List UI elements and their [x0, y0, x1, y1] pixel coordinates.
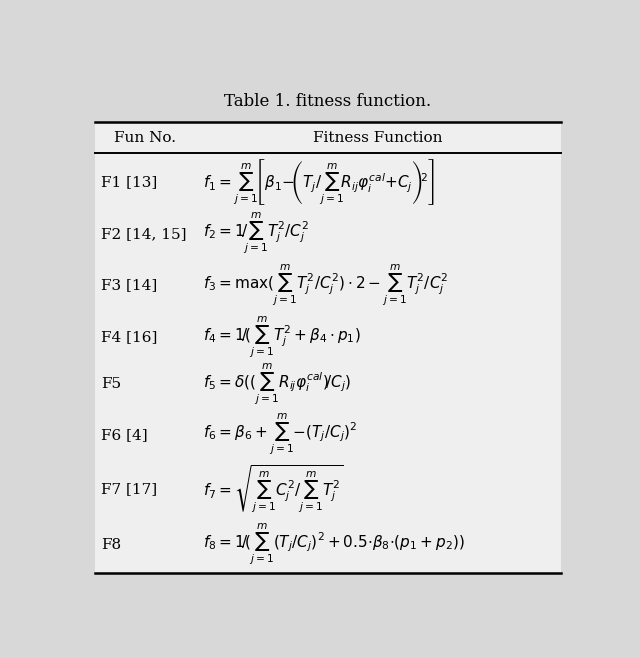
Text: F4 [16]: F4 [16] [101, 330, 157, 344]
Text: F3 [14]: F3 [14] [101, 278, 157, 292]
Text: F2 [14, 15]: F2 [14, 15] [101, 226, 186, 241]
Text: $f_2=1\!/\!\sum_{j=1}^{m}T_j^2/C_j^2$: $f_2=1\!/\!\sum_{j=1}^{m}T_j^2/C_j^2$ [203, 211, 309, 257]
Text: Table 1. fitness function.: Table 1. fitness function. [225, 93, 431, 111]
Text: Fun No.: Fun No. [114, 131, 176, 145]
Text: $f_6{=}\beta_6+\sum_{j=1}^{m}{-}(T_j/C_j)^2$: $f_6{=}\beta_6+\sum_{j=1}^{m}{-}(T_j/C_j… [203, 412, 357, 457]
Text: F1 [13]: F1 [13] [101, 175, 157, 189]
Text: $f_7=\sqrt{\sum_{j=1}^{m}C_j^2/\sum_{j=1}^{m}T_j^2}$: $f_7=\sqrt{\sum_{j=1}^{m}C_j^2/\sum_{j=1… [203, 463, 344, 515]
Text: $f_5=\delta((\sum_{j=1}^{m}R_{ij}\varphi_i^{cal})\!/C_j)$: $f_5=\delta((\sum_{j=1}^{m}R_{ij}\varphi… [203, 361, 351, 407]
Text: F8: F8 [101, 538, 121, 551]
Text: $f_3=\mathrm{max}(\sum_{j=1}^{m}T_j^2/C_j^2)\cdot 2-\sum_{j=1}^{m}T_j^2/C_j^2$: $f_3=\mathrm{max}(\sum_{j=1}^{m}T_j^2/C_… [203, 263, 448, 308]
Text: $f_4=1\!/\!(\sum_{j=1}^{m}T_j^2+\beta_4\cdot p_1)$: $f_4=1\!/\!(\sum_{j=1}^{m}T_j^2+\beta_4\… [203, 315, 360, 360]
Text: F5: F5 [101, 377, 121, 391]
Text: F7 [17]: F7 [17] [101, 482, 157, 496]
Text: F6 [4]: F6 [4] [101, 428, 147, 442]
Bar [95, 122, 561, 573]
Text: $f_8=1\!/\!(\sum_{j=1}^{m}(T_j/C_j)^2+0.5{\cdot}\beta_8{\cdot}(p_1+p_2))$: $f_8=1\!/\!(\sum_{j=1}^{m}(T_j/C_j)^2+0.… [203, 522, 465, 567]
Text: $f_1{=}\sum_{j=1}^{m}\!\left[\beta_1{-}\!\left(T_j/\sum_{j=1}^{m}\!R_{ij}\varphi: $f_1{=}\sum_{j=1}^{m}\!\left[\beta_1{-}\… [203, 157, 435, 207]
Text: Fitness Function: Fitness Function [314, 131, 443, 145]
